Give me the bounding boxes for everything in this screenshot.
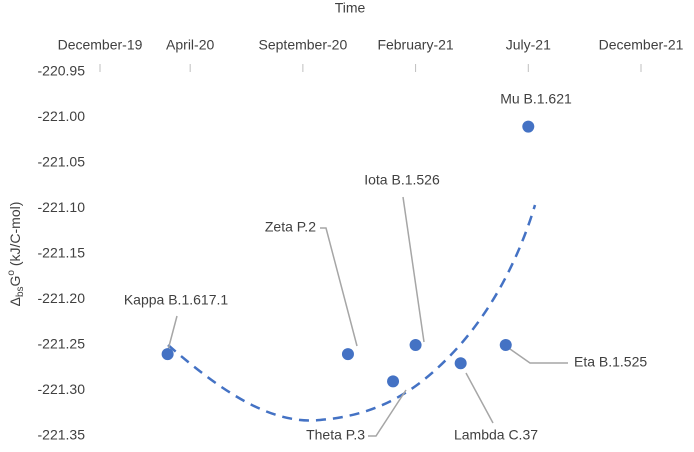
y-tick-label: -221.30 bbox=[38, 381, 86, 397]
x-tick-label: September-20 bbox=[259, 37, 348, 53]
point bbox=[341, 348, 354, 361]
x-tick-label: July-21 bbox=[506, 37, 551, 53]
x-axis-title: Time bbox=[335, 0, 366, 16]
y-tick-label: -220.95 bbox=[38, 63, 86, 79]
x-tick-label: February-21 bbox=[377, 37, 453, 53]
point bbox=[454, 357, 467, 370]
y-title-part: G bbox=[7, 276, 23, 287]
y-tick-label: -221.15 bbox=[38, 245, 86, 261]
point-label: Eta B.1.525 bbox=[574, 354, 647, 370]
point-label: Lambda C.37 bbox=[454, 427, 538, 443]
y-axis-title: ΔbsGo (kJ/C-mol) bbox=[6, 202, 26, 307]
point-label: Theta P.3 bbox=[306, 427, 365, 443]
point-label: Iota B.1.526 bbox=[364, 172, 440, 188]
y-title-part: Δ bbox=[7, 297, 23, 306]
y-tick-label: -221.25 bbox=[38, 336, 86, 352]
leader-line bbox=[320, 227, 358, 347]
trendline bbox=[167, 204, 537, 422]
leader-line bbox=[402, 196, 425, 343]
x-tick-label: April-20 bbox=[166, 37, 214, 53]
y-tick-label: -221.00 bbox=[38, 108, 86, 124]
leader-line bbox=[509, 348, 568, 364]
point-label: Zeta P.2 bbox=[265, 219, 316, 235]
leader-line bbox=[368, 389, 407, 437]
point-label: Mu B.1.621 bbox=[500, 91, 572, 107]
y-tick-label: -221.20 bbox=[38, 290, 86, 306]
point bbox=[522, 120, 535, 133]
point bbox=[387, 375, 400, 388]
x-tick-label: December-19 bbox=[58, 37, 143, 53]
y-title-part: o bbox=[6, 270, 17, 276]
y-tick-label: -221.35 bbox=[38, 427, 86, 443]
leader-line bbox=[465, 372, 494, 424]
y-title-part: (kJ/C-mol) bbox=[7, 202, 23, 270]
point bbox=[499, 339, 512, 351]
leader-line bbox=[167, 315, 178, 351]
y-tick-label: -221.10 bbox=[38, 199, 86, 215]
point bbox=[409, 339, 422, 351]
y-tick-label: -221.05 bbox=[38, 154, 86, 170]
point bbox=[161, 348, 174, 361]
y-title-part: bs bbox=[15, 286, 26, 297]
point-label: Kappa B.1.617.1 bbox=[124, 292, 229, 308]
x-tick-label: December-21 bbox=[599, 37, 684, 53]
